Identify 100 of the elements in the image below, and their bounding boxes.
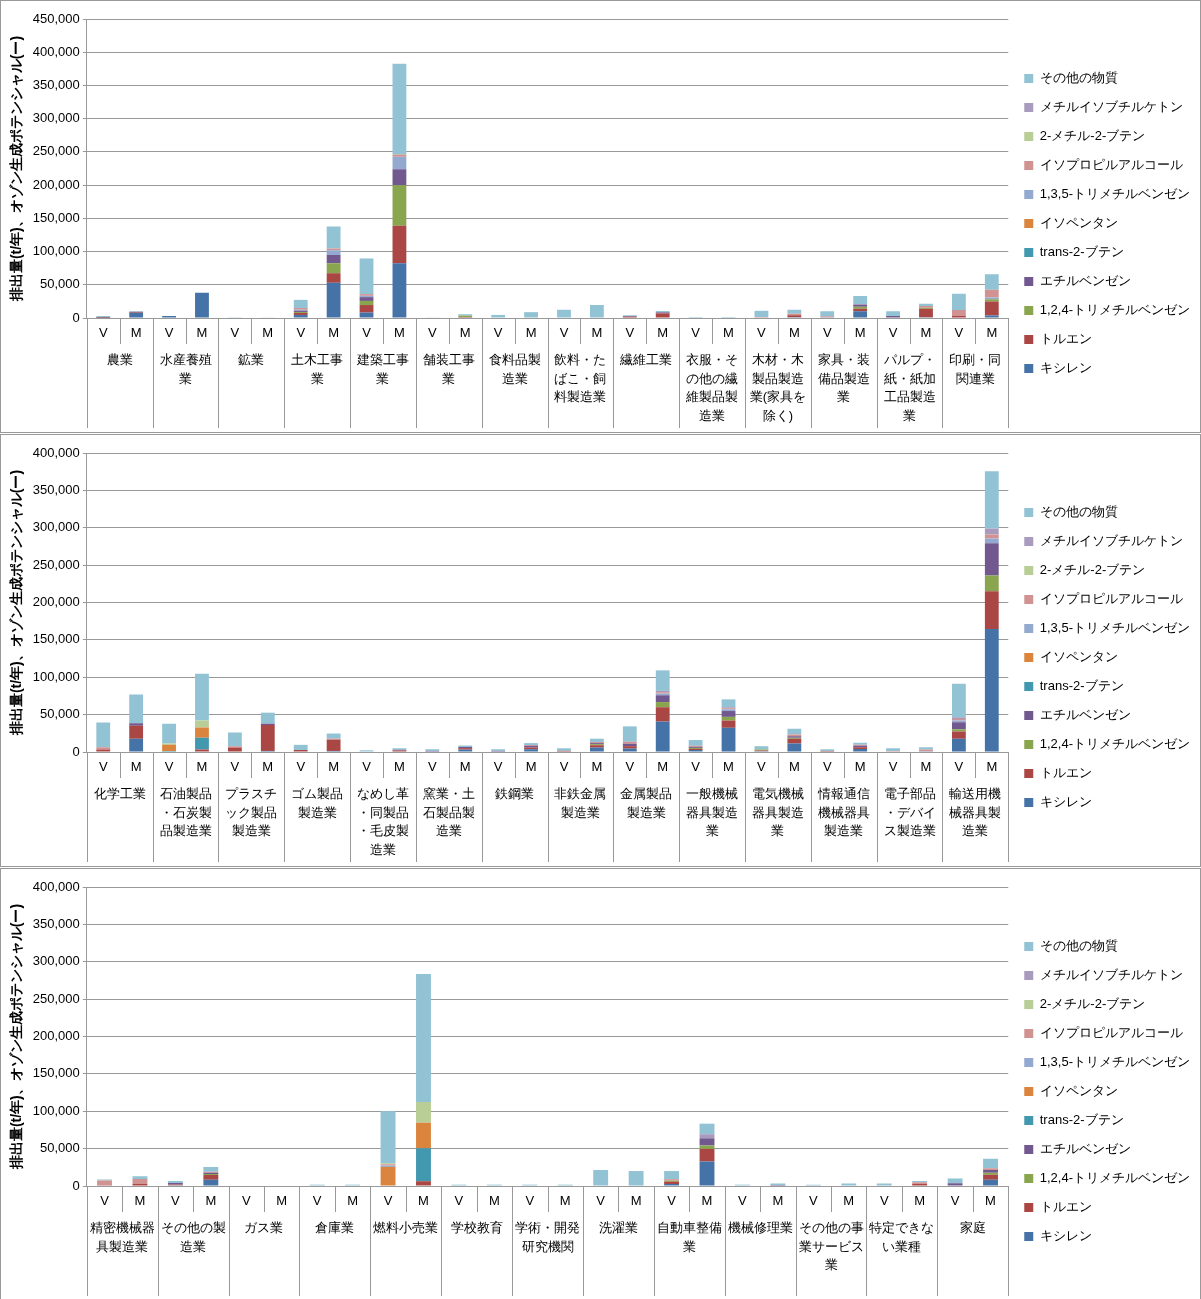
y-tick-label: 250,000	[32, 556, 80, 572]
legend-label: キシレン	[1039, 360, 1092, 376]
x-tick-label: V	[888, 759, 898, 775]
x-tick-label: M	[854, 759, 866, 775]
x-tick-label: V	[525, 1193, 535, 1209]
x-tick-label: M	[328, 759, 340, 775]
y-tick-label: 150,000	[32, 209, 80, 225]
y-tick-label: 0	[72, 309, 80, 325]
x-tick-label: V	[454, 1193, 464, 1209]
y-tick-label: 150,000	[32, 1065, 80, 1081]
text: 土木工事業	[291, 352, 344, 386]
text: 衣服・その他の繊維製品製造業	[685, 352, 739, 423]
x-tick-label: V	[493, 759, 503, 775]
text: 舗装工事業	[422, 352, 475, 386]
legend-label: その他の物質	[1039, 70, 1118, 86]
text: 洗濯業	[598, 1220, 638, 1236]
legend-label: キシレン	[1039, 1228, 1092, 1244]
y-tick-label: 50,000	[40, 1140, 80, 1156]
legend-label: trans-2-ブテン	[1039, 244, 1124, 260]
y-tick-label: 0	[72, 1177, 80, 1193]
x-tick-label: M	[394, 325, 405, 341]
x-tick-label: V	[822, 325, 832, 341]
x-tick-label: M	[559, 1193, 571, 1209]
y-tick-label: 350,000	[32, 77, 80, 93]
x-tick-label: V	[950, 1193, 960, 1209]
y-tick-label: 250,000	[32, 990, 80, 1006]
legend-label: キシレン	[1039, 794, 1092, 810]
text: 自動車整備業	[656, 1220, 722, 1254]
legend-label: 1,2,4-トリメチルベンゼン	[1039, 736, 1191, 752]
x-tick-label: V	[296, 325, 306, 341]
legend-label: エチルベンゼン	[1039, 707, 1131, 723]
x-tick-label: M	[854, 325, 866, 341]
legend-label: 1,3,5-トリメチルベンゼン	[1039, 1054, 1191, 1070]
text: 化学工業	[93, 786, 146, 802]
legend-label: イソプロピルアルコール	[1039, 591, 1183, 607]
y-tick-label: 200,000	[32, 594, 80, 610]
x-tick-label: V	[164, 325, 174, 341]
text: 繊維工業	[619, 352, 673, 368]
x-tick-label: V	[879, 1193, 889, 1209]
legend-label: メチルイソブチルケトン	[1039, 967, 1183, 983]
x-tick-label: V	[559, 759, 569, 775]
y-tick-label: 250,000	[32, 143, 80, 159]
text: 印刷・同関連業	[949, 352, 1002, 386]
legend-label: 1,2,4-トリメチルベンゼン	[1039, 302, 1191, 318]
legend-label: 1,3,5-トリメチルベンゼン	[1039, 186, 1191, 202]
text: 機械修理業	[727, 1220, 793, 1236]
x-tick-label: V	[383, 1193, 393, 1209]
y-tick-label: 200,000	[32, 176, 80, 192]
y-tick-label: 400,000	[32, 43, 80, 59]
x-tick-label: V	[691, 325, 701, 341]
x-tick-label: V	[625, 325, 635, 341]
x-tick-label: M	[723, 325, 734, 341]
x-tick-label: V	[493, 325, 503, 341]
x-tick-label: V	[757, 759, 767, 775]
x-tick-label: M	[914, 1193, 926, 1209]
x-tick-label: V	[98, 325, 108, 341]
y-tick-label: 50,000	[40, 276, 80, 292]
x-tick-label: M	[130, 759, 142, 775]
y-axis-title: 排出量(t/年)、オゾン生成ポテンシャル(ー)	[8, 903, 25, 1171]
x-tick-label: M	[134, 1193, 146, 1209]
text: 農業	[106, 352, 133, 368]
text: その他の製造業	[160, 1220, 226, 1254]
text: 水産養殖業	[159, 352, 212, 386]
x-tick-label: V	[691, 759, 701, 775]
x-tick-label: M	[788, 759, 800, 775]
y-tick-label: 200,000	[32, 1028, 80, 1044]
legend-label: トルエン	[1039, 1199, 1092, 1215]
y-tick-label: 0	[72, 743, 80, 759]
x-tick-label: V	[241, 1193, 251, 1209]
text: その他の事業サービス業	[798, 1220, 864, 1273]
text: 情報通信機械器具製造業	[816, 786, 870, 839]
legend-label: 1,3,5-トリメチルベンゼン	[1039, 620, 1191, 636]
text: 倉庫業	[315, 1220, 355, 1236]
legend-label: イソペンタン	[1039, 215, 1118, 231]
text: 特定できない業種	[869, 1220, 935, 1254]
x-tick-label: M	[985, 1193, 996, 1209]
text: 燃料小売業	[373, 1220, 439, 1236]
legend-label: トルエン	[1039, 765, 1092, 781]
text: 電気機械器具製造業	[751, 786, 804, 839]
x-tick-label: M	[591, 325, 603, 341]
text: 電子部品・デバイス製造業	[883, 786, 936, 839]
text: 家庭	[959, 1220, 986, 1236]
y-tick-label: 400,000	[32, 878, 80, 894]
text: 家具・装備品製造業	[817, 352, 870, 405]
text: 飲料・たばこ・飼料製造業	[554, 352, 607, 405]
x-tick-label: V	[362, 759, 372, 775]
x-tick-label: V	[954, 759, 964, 775]
x-tick-label: V	[625, 759, 635, 775]
x-tick-label: M	[986, 759, 998, 775]
text: プラスチック製品製造業	[225, 786, 278, 839]
text: 学術・開発研究機関	[515, 1220, 581, 1254]
text: 窯業・土石製品製造業	[422, 786, 475, 839]
x-tick-label: M	[262, 759, 274, 775]
y-tick-label: 150,000	[32, 631, 80, 647]
y-tick-label: 300,000	[32, 110, 80, 126]
y-tick-label: 100,000	[32, 668, 80, 684]
x-tick-label: M	[788, 325, 800, 341]
x-tick-label: V	[667, 1193, 677, 1209]
y-tick-label: 300,000	[32, 519, 80, 535]
x-tick-label: V	[822, 759, 832, 775]
